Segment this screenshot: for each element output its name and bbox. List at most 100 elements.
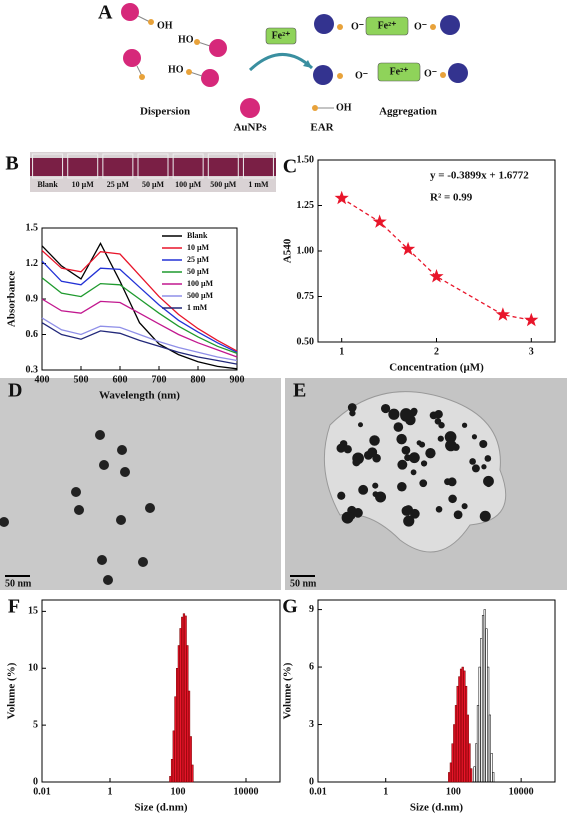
series-line (41, 242, 238, 370)
legend-label: 50 μM (187, 267, 210, 276)
schematic: A OH HO HO Fe²⁺ O⁻ Fe²⁺ O⁻ O⁻ Fe²⁺ O⁻ Di… (98, 2, 468, 134)
vial (67, 153, 99, 179)
particle (425, 448, 436, 459)
arrow-head (303, 60, 312, 68)
vial (32, 153, 64, 179)
x-tick-label: 3 (529, 346, 534, 357)
photo-label: 25 μM (107, 180, 130, 189)
y-tick-label: 1.50 (297, 154, 315, 165)
particle (397, 481, 407, 492)
particle (347, 403, 357, 412)
bar (476, 705, 480, 783)
ear (337, 73, 343, 79)
particle (409, 508, 420, 519)
particle (352, 458, 361, 467)
particle (357, 422, 364, 428)
particle (438, 422, 445, 429)
y-tick-label: 10 (28, 663, 38, 674)
ion-label: Fe²⁺ (378, 20, 397, 31)
legend-aunp (240, 98, 260, 118)
bar (189, 736, 192, 783)
annotation: R² = 0.99 (430, 192, 473, 204)
particle (353, 508, 363, 518)
panel-label: G (282, 596, 298, 618)
group-label: O⁻ (414, 21, 427, 32)
y-tick-label: 0.3 (26, 364, 39, 375)
legend-label: Blank (187, 231, 208, 240)
photo-label: 100 μM (175, 180, 202, 189)
particle (381, 403, 391, 414)
photo-label: Blank (37, 180, 58, 189)
legend-label: 500 μM (187, 291, 214, 300)
plot-frame (317, 159, 556, 343)
particle (453, 510, 463, 520)
x-tick-label: 100 (171, 786, 186, 797)
bar (473, 766, 476, 783)
ion-box (365, 16, 409, 36)
x-tick-label: 700 (152, 374, 167, 385)
x-tick-label: 2 (434, 346, 439, 357)
annotation: y = -0.3899x + 1.6772 (430, 170, 529, 182)
bar (458, 676, 461, 783)
group-label: OH (336, 102, 352, 113)
particle (367, 447, 378, 458)
aunp-aggregated (313, 65, 333, 85)
ion-box (265, 27, 297, 45)
series-line (41, 277, 238, 355)
x-axis-label: Concentration (μM) (389, 362, 484, 374)
x-tick-label: 800 (191, 374, 206, 385)
particle (375, 491, 387, 503)
photo-label: 500 μM (210, 180, 237, 189)
y-axis-label: Volume (%) (282, 662, 294, 719)
x-tick-label: 0.01 (33, 786, 51, 797)
point (524, 312, 539, 327)
state-label: Aggregation (379, 106, 437, 118)
panel-label: C (283, 156, 297, 178)
legend-label: 1 mM (187, 303, 208, 312)
y-tick-label: 1.5 (26, 222, 39, 233)
ear (337, 24, 343, 30)
scale-label: 50 nm (290, 578, 317, 589)
bar (176, 668, 179, 783)
particle (404, 454, 412, 462)
particle (343, 445, 352, 454)
photo: B (5, 152, 276, 192)
y-tick-label: 9 (309, 604, 314, 615)
bar (459, 668, 463, 783)
particle (95, 430, 105, 440)
bar (481, 615, 485, 783)
aunp (121, 3, 139, 21)
bar (451, 743, 454, 783)
ear (194, 39, 200, 45)
particle (0, 517, 9, 527)
x-tick-label: 0.01 (309, 786, 327, 797)
aunp (209, 39, 227, 57)
tem-d: D 50 nm (0, 378, 281, 590)
x-tick-label: 1 (383, 786, 388, 797)
y-tick-label: 1.00 (297, 245, 315, 256)
particle (401, 505, 412, 516)
bar (453, 724, 456, 783)
x-tick-label: 10000 (509, 786, 534, 797)
particle (145, 503, 155, 513)
legend-label: 100 μM (187, 279, 214, 288)
bar (478, 666, 481, 783)
particle (358, 484, 369, 495)
panel-label: E (293, 380, 306, 402)
bar (182, 613, 186, 783)
particle (485, 481, 492, 488)
particle (481, 464, 487, 470)
particle (337, 491, 346, 500)
tem-image (0, 378, 281, 590)
x-tick-label: 900 (230, 374, 245, 385)
particle (471, 464, 480, 473)
point (495, 307, 510, 321)
particle (408, 452, 420, 464)
y-axis-label: Absorbance (6, 271, 18, 327)
particle (429, 411, 438, 420)
photo-label: 10 μM (72, 180, 95, 189)
y-tick-label: 1.2 (26, 258, 39, 269)
bar (475, 743, 478, 783)
bar (490, 753, 493, 783)
